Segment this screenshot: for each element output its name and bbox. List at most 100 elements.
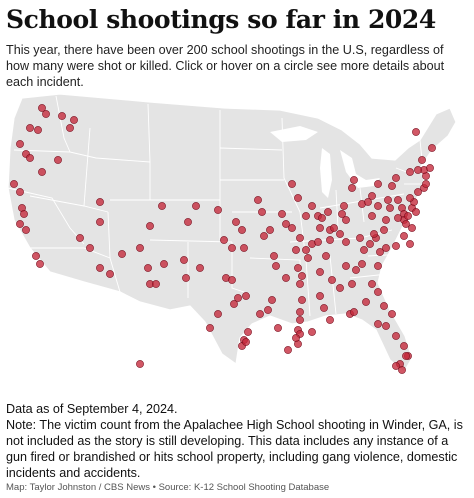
shooting-marker[interactable]: [412, 128, 420, 136]
shooting-marker[interactable]: [380, 302, 388, 310]
shooting-marker[interactable]: [26, 124, 34, 132]
shooting-marker[interactable]: [296, 280, 304, 288]
shooting-marker[interactable]: [42, 110, 50, 118]
shooting-marker[interactable]: [228, 276, 236, 284]
shooting-marker[interactable]: [366, 240, 374, 248]
shooting-marker[interactable]: [26, 154, 34, 162]
shooting-marker[interactable]: [96, 198, 104, 206]
shooting-marker[interactable]: [406, 240, 414, 248]
shooting-marker[interactable]: [326, 236, 334, 244]
shooting-marker[interactable]: [258, 208, 266, 216]
shooting-marker[interactable]: [144, 264, 152, 272]
shooting-marker[interactable]: [374, 180, 382, 188]
shooting-marker[interactable]: [342, 216, 350, 224]
shooting-marker[interactable]: [308, 202, 316, 210]
shooting-marker[interactable]: [244, 328, 252, 336]
shooting-marker[interactable]: [298, 296, 306, 304]
shooting-marker[interactable]: [402, 352, 410, 360]
shooting-marker[interactable]: [356, 234, 364, 242]
shooting-marker[interactable]: [238, 226, 246, 234]
shooting-marker[interactable]: [328, 276, 336, 284]
shooting-marker[interactable]: [336, 230, 344, 238]
shooting-marker[interactable]: [392, 242, 400, 250]
shooting-marker[interactable]: [392, 332, 400, 340]
shooting-marker[interactable]: [394, 214, 402, 222]
shooting-marker[interactable]: [160, 260, 168, 268]
shooting-marker[interactable]: [316, 292, 324, 300]
shooting-marker[interactable]: [38, 168, 46, 176]
shooting-marker[interactable]: [294, 264, 302, 272]
shooting-marker[interactable]: [278, 210, 286, 218]
shooting-marker[interactable]: [368, 280, 376, 288]
shooting-marker[interactable]: [34, 126, 42, 134]
shooting-marker[interactable]: [96, 218, 104, 226]
shooting-marker[interactable]: [274, 324, 282, 332]
shooting-marker[interactable]: [426, 164, 434, 172]
shooting-marker[interactable]: [58, 112, 66, 120]
shooting-marker[interactable]: [288, 224, 296, 232]
shooting-marker[interactable]: [348, 280, 356, 288]
shooting-marker[interactable]: [266, 226, 274, 234]
shooting-marker[interactable]: [16, 220, 24, 228]
shooting-marker[interactable]: [152, 280, 160, 288]
shooting-marker[interactable]: [400, 342, 408, 350]
shooting-marker[interactable]: [220, 236, 228, 244]
shooting-marker[interactable]: [66, 124, 74, 132]
shooting-marker[interactable]: [382, 244, 390, 252]
shooting-marker[interactable]: [288, 180, 296, 188]
shooting-marker[interactable]: [272, 262, 280, 270]
shooting-marker[interactable]: [388, 182, 396, 190]
shooting-marker[interactable]: [146, 222, 154, 230]
shooting-marker[interactable]: [338, 210, 346, 218]
shooting-marker[interactable]: [282, 220, 290, 228]
shooting-marker[interactable]: [324, 208, 332, 216]
shooting-marker[interactable]: [16, 188, 24, 196]
shooting-marker[interactable]: [412, 208, 420, 216]
shooting-marker[interactable]: [368, 212, 376, 220]
shooting-marker[interactable]: [158, 202, 166, 210]
shooting-marker[interactable]: [54, 156, 62, 164]
shooting-marker[interactable]: [240, 244, 248, 252]
shooting-marker[interactable]: [330, 224, 338, 232]
shooting-marker[interactable]: [358, 260, 366, 268]
shooting-marker[interactable]: [118, 250, 126, 258]
shooting-marker[interactable]: [292, 334, 300, 342]
shooting-marker[interactable]: [386, 204, 394, 212]
shooting-marker[interactable]: [76, 234, 84, 242]
shooting-marker[interactable]: [264, 306, 272, 314]
shooting-marker[interactable]: [242, 338, 250, 346]
shooting-marker[interactable]: [284, 346, 292, 354]
shooting-marker[interactable]: [296, 316, 304, 324]
shooting-marker[interactable]: [352, 266, 360, 274]
shooting-marker[interactable]: [406, 168, 414, 176]
shooting-marker[interactable]: [70, 116, 78, 124]
shooting-marker[interactable]: [320, 304, 328, 312]
shooting-marker[interactable]: [374, 262, 382, 270]
shooting-marker[interactable]: [86, 244, 94, 252]
shooting-marker[interactable]: [422, 180, 430, 188]
shooting-marker[interactable]: [106, 270, 114, 278]
shooting-marker[interactable]: [206, 324, 214, 332]
shooting-marker[interactable]: [380, 226, 388, 234]
shooting-marker[interactable]: [392, 362, 400, 370]
shooting-marker[interactable]: [32, 252, 40, 260]
shooting-marker[interactable]: [414, 188, 422, 196]
shooting-marker[interactable]: [38, 104, 46, 112]
shooting-marker[interactable]: [342, 238, 350, 246]
shooting-marker[interactable]: [374, 288, 382, 296]
shooting-marker[interactable]: [382, 322, 390, 330]
shooting-marker[interactable]: [362, 298, 370, 306]
shooting-marker[interactable]: [136, 360, 144, 368]
shooting-marker[interactable]: [10, 180, 18, 188]
shooting-marker[interactable]: [214, 310, 222, 318]
shooting-marker[interactable]: [270, 252, 278, 260]
shooting-marker[interactable]: [282, 274, 290, 282]
shooting-marker[interactable]: [302, 246, 310, 254]
shooting-marker[interactable]: [400, 232, 408, 240]
shooting-marker[interactable]: [350, 308, 358, 316]
shooting-marker[interactable]: [414, 166, 422, 174]
shooting-marker[interactable]: [260, 232, 268, 240]
shooting-marker[interactable]: [382, 216, 390, 224]
shooting-marker[interactable]: [20, 210, 28, 218]
shooting-marker[interactable]: [296, 234, 304, 242]
